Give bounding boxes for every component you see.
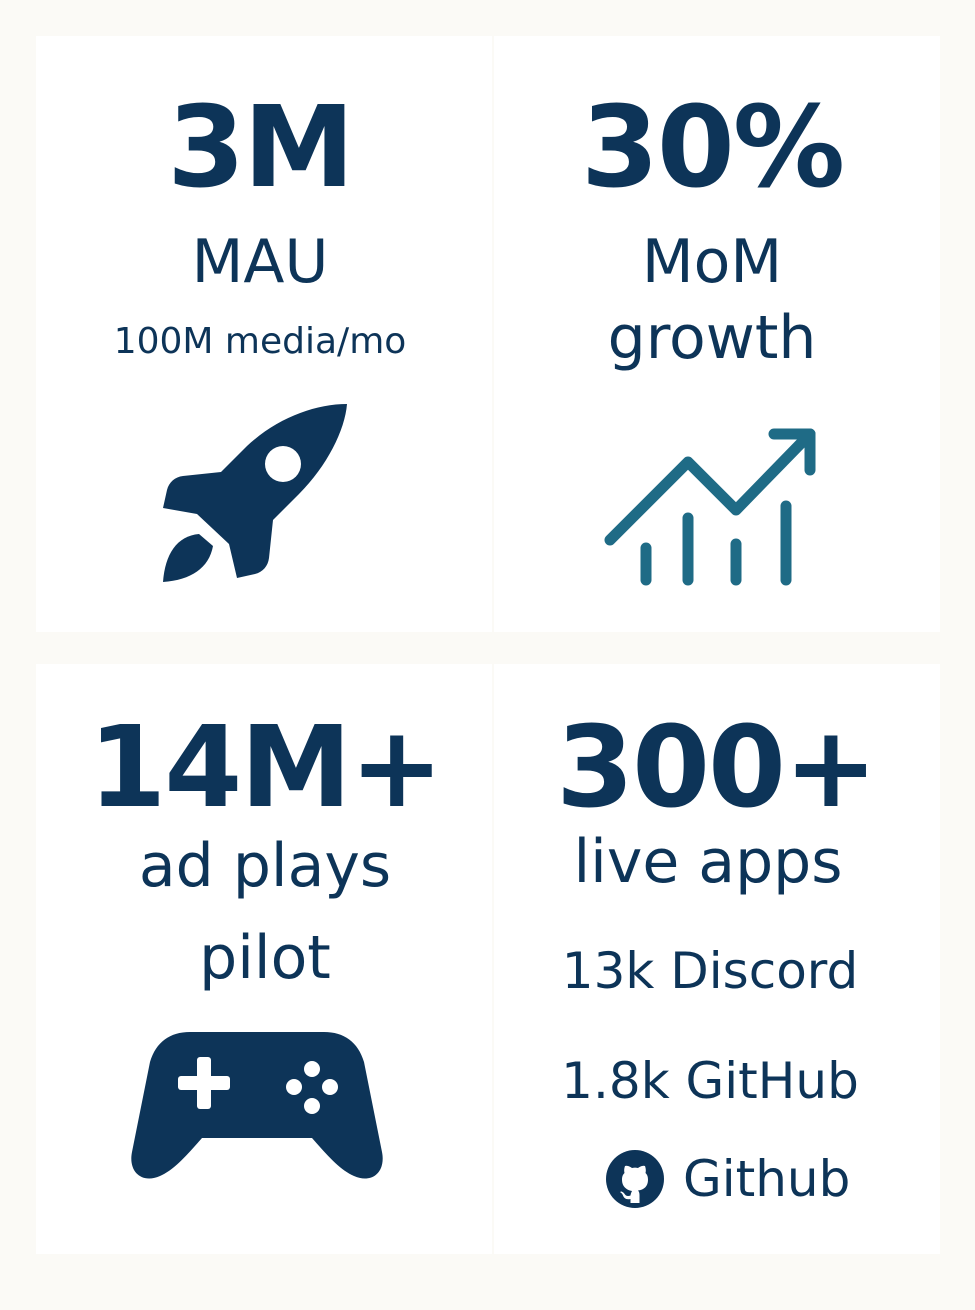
growth-card [494,36,940,632]
apps-label: live apps [573,827,843,897]
gamepad-icon [131,1032,383,1179]
apps-card [494,664,940,1254]
github-link-label: Github [683,1150,851,1208]
growth-value: 30% [580,83,845,213]
rocket-icon [163,404,347,582]
github-stars: 1.8k GitHub [561,1052,859,1110]
media-per-month: 100M media/mo [113,321,407,362]
growth-label-line2: growth [607,303,817,373]
growth-label-line1: MoM [641,227,783,297]
apps-value: 300+ [556,703,878,833]
ad-plays-label-line1: ad plays [138,831,392,901]
ad-plays-card [36,664,492,1254]
mau-value: 3M [167,83,354,213]
ad-plays-label-line2: pilot [199,923,331,993]
ad-plays-value: 14M+ [88,703,443,833]
discord-members: 13k Discord [561,942,859,1000]
trending-chart-icon [604,428,816,586]
mau-label: MAU [191,227,329,297]
github-link[interactable]: Github [605,1148,850,1210]
github-icon [606,1150,664,1208]
